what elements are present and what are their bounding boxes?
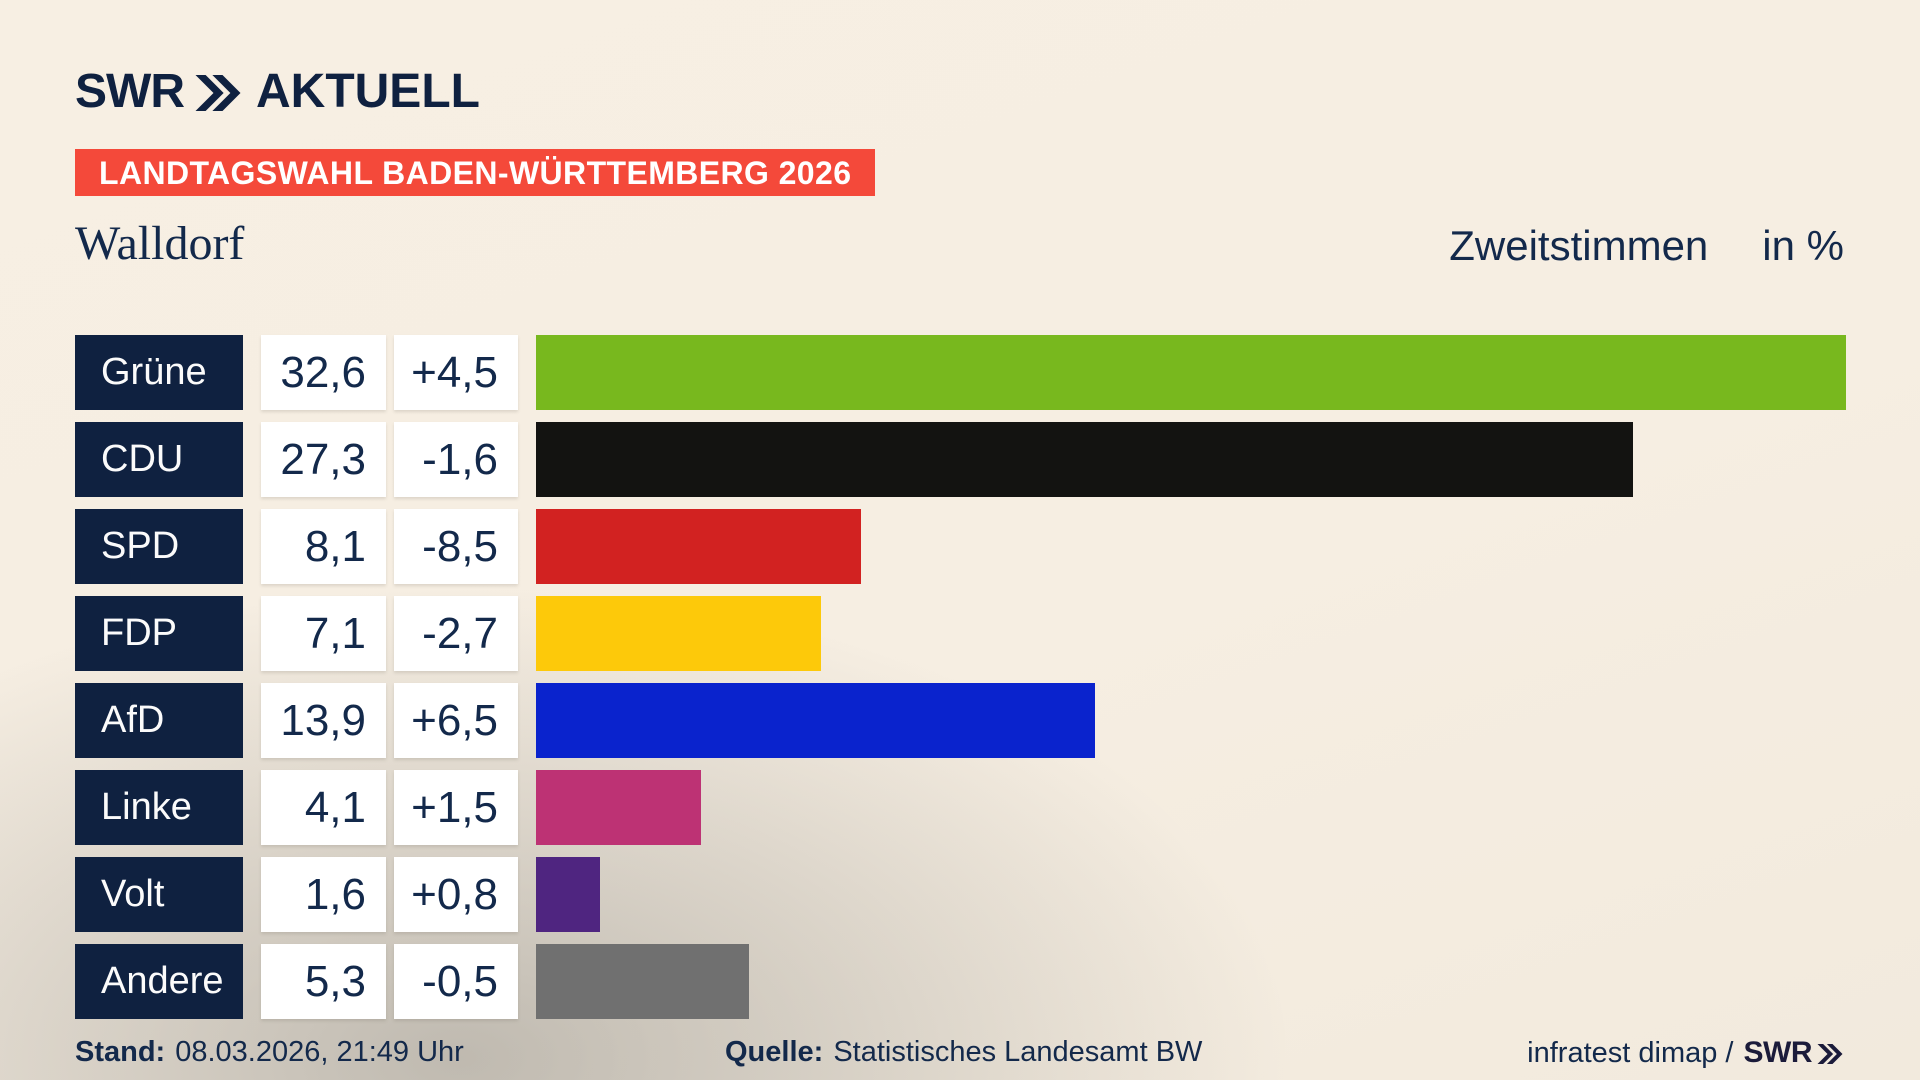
party-label: Andere xyxy=(101,960,224,1002)
party-row: FDP 7,1 -2,7 xyxy=(75,596,1846,671)
credit-note: infratest dimap / SWR xyxy=(1527,1036,1845,1070)
party-label-box: Andere xyxy=(75,944,243,1019)
stand-label: Stand: xyxy=(75,1036,166,1068)
party-change: -8,5 xyxy=(422,521,498,571)
party-label-box: Grüne xyxy=(75,335,243,410)
swr-logo-text: SWR xyxy=(75,65,185,118)
party-bar xyxy=(536,335,1846,410)
party-label: FDP xyxy=(101,612,177,654)
credit-text: infratest dimap / xyxy=(1527,1036,1734,1069)
party-value-box: 27,3 xyxy=(261,422,386,497)
bar-area xyxy=(536,422,1846,497)
party-bar xyxy=(536,857,601,932)
party-change: +4,5 xyxy=(411,347,498,397)
party-bar xyxy=(536,596,822,671)
swr-aktuell-logo: SWR AKTUELL xyxy=(75,68,480,116)
party-label: Linke xyxy=(101,786,192,828)
party-label: Grüne xyxy=(101,351,207,393)
party-value: 27,3 xyxy=(280,434,366,484)
bar-chart: Grüne 32,6 +4,5 CDU 27,3 -1,6 xyxy=(75,335,1846,1019)
party-change-box: +4,5 xyxy=(394,335,518,410)
party-value-box: 4,1 xyxy=(261,770,386,845)
aktuell-logo-text: AKTUELL xyxy=(255,65,480,118)
party-bar xyxy=(536,509,862,584)
bar-area xyxy=(536,509,1846,584)
party-value: 7,1 xyxy=(304,608,366,658)
party-value-box: 5,3 xyxy=(261,944,386,1019)
party-change: -1,6 xyxy=(422,434,498,484)
measure-label: Zweitstimmen xyxy=(1449,222,1709,269)
party-row: Andere 5,3 -0,5 xyxy=(75,944,1846,1019)
swr-footer-logo-text: SWR xyxy=(1743,1036,1813,1069)
party-row: Grüne 32,6 +4,5 xyxy=(75,335,1846,410)
party-bar xyxy=(536,422,1634,497)
party-label: Volt xyxy=(101,873,165,915)
bar-area xyxy=(536,596,1846,671)
bar-area xyxy=(536,770,1846,845)
party-change-box: +1,5 xyxy=(394,770,518,845)
party-change-box: -2,7 xyxy=(394,596,518,671)
unit-label: in % xyxy=(1762,222,1844,269)
stand-value: 08.03.2026, 21:49 Uhr xyxy=(175,1036,464,1068)
party-change-box: +6,5 xyxy=(394,683,518,758)
measure-title: Zweitstimmen in % xyxy=(1449,222,1844,270)
party-row: CDU 27,3 -1,6 xyxy=(75,422,1846,497)
party-value-box: 32,6 xyxy=(261,335,386,410)
party-change-box: +0,8 xyxy=(394,857,518,932)
party-value: 1,6 xyxy=(304,869,366,919)
party-label: SPD xyxy=(101,525,180,567)
party-label-box: SPD xyxy=(75,509,243,584)
bar-area xyxy=(536,857,1846,932)
party-label: AfD xyxy=(101,699,165,741)
bar-area xyxy=(536,944,1846,1019)
source-note: Quelle: Statistisches Landesamt BW xyxy=(725,1036,1202,1069)
region-title: Walldorf xyxy=(75,217,245,270)
party-bar xyxy=(536,683,1095,758)
bar-area xyxy=(536,335,1846,410)
party-value: 32,6 xyxy=(280,347,366,397)
party-row: Volt 1,6 +0,8 xyxy=(75,857,1846,932)
party-change: +0,8 xyxy=(411,869,498,919)
party-value: 4,1 xyxy=(304,782,366,832)
party-label: CDU xyxy=(101,438,184,480)
election-badge: LANDTAGSWAHL BADEN-WÜRTTEMBERG 2026 xyxy=(75,149,876,196)
party-label-box: CDU xyxy=(75,422,243,497)
party-change: -0,5 xyxy=(422,956,498,1006)
party-change: +6,5 xyxy=(411,695,498,745)
party-change: -2,7 xyxy=(422,608,498,658)
party-change-box: -0,5 xyxy=(394,944,518,1019)
party-value-box: 1,6 xyxy=(261,857,386,932)
party-value-box: 7,1 xyxy=(261,596,386,671)
party-value-box: 8,1 xyxy=(261,509,386,584)
party-change-box: -8,5 xyxy=(394,509,518,584)
double-chevron-icon xyxy=(195,75,241,111)
party-label-box: FDP xyxy=(75,596,243,671)
party-change: +1,5 xyxy=(411,782,498,832)
party-label-box: AfD xyxy=(75,683,243,758)
party-label-box: Volt xyxy=(75,857,243,932)
party-change-box: -1,6 xyxy=(394,422,518,497)
party-row: SPD 8,1 -8,5 xyxy=(75,509,1846,584)
party-row: AfD 13,9 +6,5 xyxy=(75,683,1846,758)
party-label-box: Linke xyxy=(75,770,243,845)
swr-footer-logo: SWR xyxy=(1744,1036,1846,1070)
party-value: 5,3 xyxy=(304,956,366,1006)
bar-area xyxy=(536,683,1846,758)
double-chevron-icon xyxy=(1817,1044,1843,1064)
party-value: 13,9 xyxy=(280,695,366,745)
party-value-box: 13,9 xyxy=(261,683,386,758)
party-value: 8,1 xyxy=(304,521,366,571)
party-row: Linke 4,1 +1,5 xyxy=(75,770,1846,845)
party-bar xyxy=(536,770,701,845)
party-bar xyxy=(536,944,749,1019)
source-value: Statistisches Landesamt BW xyxy=(833,1036,1203,1068)
stand-timestamp: Stand: 08.03.2026, 21:49 Uhr xyxy=(75,1036,464,1069)
source-label: Quelle: xyxy=(725,1036,824,1068)
